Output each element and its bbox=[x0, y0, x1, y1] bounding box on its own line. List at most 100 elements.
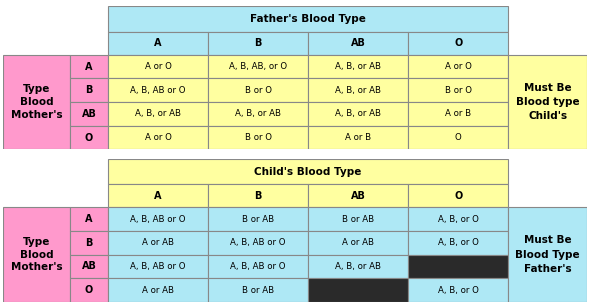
Text: AB: AB bbox=[81, 261, 97, 271]
Text: Father's Blood Type: Father's Blood Type bbox=[250, 14, 366, 24]
Text: A or AB: A or AB bbox=[142, 286, 174, 294]
Bar bbox=[108, 55, 208, 79]
Bar bbox=[108, 102, 208, 126]
Text: Mother's: Mother's bbox=[11, 110, 63, 120]
Bar bbox=[208, 126, 308, 149]
Bar bbox=[108, 184, 208, 207]
Bar bbox=[3, 55, 70, 149]
Bar bbox=[70, 79, 108, 102]
Text: B or AB: B or AB bbox=[242, 215, 274, 224]
Text: B: B bbox=[254, 38, 262, 48]
Bar bbox=[308, 79, 408, 102]
Bar bbox=[408, 55, 508, 79]
Bar bbox=[408, 126, 508, 149]
Text: A: A bbox=[155, 38, 162, 48]
Text: A or B: A or B bbox=[445, 109, 471, 119]
Text: B or O: B or O bbox=[245, 86, 271, 95]
Bar bbox=[70, 278, 108, 302]
Text: A, B, or AB: A, B, or AB bbox=[235, 109, 281, 119]
Bar bbox=[408, 278, 508, 302]
Bar bbox=[508, 207, 587, 302]
Bar bbox=[70, 55, 108, 79]
Text: Mother's: Mother's bbox=[11, 262, 63, 273]
Bar bbox=[70, 102, 108, 126]
Bar bbox=[208, 255, 308, 278]
Bar bbox=[70, 255, 108, 278]
Text: A, B, AB or O: A, B, AB or O bbox=[130, 262, 186, 271]
Text: Child's: Child's bbox=[528, 111, 567, 121]
Bar bbox=[308, 255, 408, 278]
Text: Blood: Blood bbox=[19, 97, 53, 107]
Text: A or AB: A or AB bbox=[142, 238, 174, 247]
Bar bbox=[108, 278, 208, 302]
Text: A or O: A or O bbox=[145, 133, 172, 142]
Text: A, B, or AB: A, B, or AB bbox=[335, 86, 381, 95]
Text: Father's: Father's bbox=[524, 264, 572, 274]
Text: A, B, or O: A, B, or O bbox=[438, 215, 478, 224]
Text: AB: AB bbox=[350, 38, 366, 48]
Text: A, B, or AB: A, B, or AB bbox=[335, 262, 381, 271]
Bar bbox=[108, 6, 508, 32]
Bar bbox=[3, 207, 70, 302]
Text: A: A bbox=[86, 62, 93, 72]
Text: O: O bbox=[454, 191, 463, 201]
Bar bbox=[208, 231, 308, 255]
Text: A, B, AB or O: A, B, AB or O bbox=[130, 215, 186, 224]
Text: A or B: A or B bbox=[345, 133, 371, 142]
Text: B or AB: B or AB bbox=[342, 215, 374, 224]
Bar bbox=[70, 126, 108, 149]
Text: A, B, or O: A, B, or O bbox=[438, 286, 478, 294]
Text: AB: AB bbox=[81, 109, 97, 119]
Text: O: O bbox=[85, 132, 93, 143]
Bar bbox=[408, 207, 508, 231]
Bar bbox=[108, 126, 208, 149]
Bar bbox=[308, 126, 408, 149]
Bar bbox=[208, 278, 308, 302]
Bar bbox=[108, 255, 208, 278]
Bar bbox=[408, 32, 508, 55]
Bar bbox=[308, 32, 408, 55]
Text: A, B, or AB: A, B, or AB bbox=[335, 109, 381, 119]
Text: AB: AB bbox=[350, 191, 366, 201]
Bar bbox=[308, 184, 408, 207]
Text: A, B, AB or O: A, B, AB or O bbox=[130, 86, 186, 95]
Bar bbox=[108, 207, 208, 231]
Bar bbox=[408, 79, 508, 102]
Bar bbox=[308, 207, 408, 231]
Text: B or AB: B or AB bbox=[242, 286, 274, 294]
Bar bbox=[108, 159, 508, 184]
Bar bbox=[408, 102, 508, 126]
Text: O: O bbox=[454, 38, 463, 48]
Text: O: O bbox=[85, 285, 93, 295]
Text: A or AB: A or AB bbox=[342, 238, 374, 247]
Text: Type: Type bbox=[23, 237, 50, 247]
Text: A: A bbox=[86, 214, 93, 224]
Text: B: B bbox=[86, 85, 93, 95]
Text: A or O: A or O bbox=[145, 62, 172, 71]
Bar bbox=[208, 79, 308, 102]
Bar bbox=[108, 32, 208, 55]
Bar bbox=[208, 184, 308, 207]
Text: A or O: A or O bbox=[445, 62, 471, 71]
Bar bbox=[208, 55, 308, 79]
Text: Blood type: Blood type bbox=[516, 97, 579, 107]
Text: Blood: Blood bbox=[19, 249, 53, 260]
Text: A, B, or AB: A, B, or AB bbox=[335, 62, 381, 71]
Text: A, B, AB, or O: A, B, AB, or O bbox=[229, 62, 287, 71]
Bar bbox=[508, 55, 587, 149]
Bar bbox=[70, 207, 108, 231]
Text: Blood Type: Blood Type bbox=[515, 249, 580, 260]
Text: A, B, AB or O: A, B, AB or O bbox=[230, 238, 286, 247]
Bar bbox=[308, 102, 408, 126]
Text: B or O: B or O bbox=[245, 133, 271, 142]
Text: B: B bbox=[254, 191, 262, 201]
Bar bbox=[308, 231, 408, 255]
Text: B: B bbox=[86, 238, 93, 248]
Bar bbox=[70, 231, 108, 255]
Bar bbox=[308, 55, 408, 79]
Text: Type: Type bbox=[23, 84, 50, 94]
Bar bbox=[308, 278, 408, 302]
Text: A: A bbox=[155, 191, 162, 201]
Bar bbox=[108, 79, 208, 102]
Text: Must Be: Must Be bbox=[524, 235, 572, 245]
